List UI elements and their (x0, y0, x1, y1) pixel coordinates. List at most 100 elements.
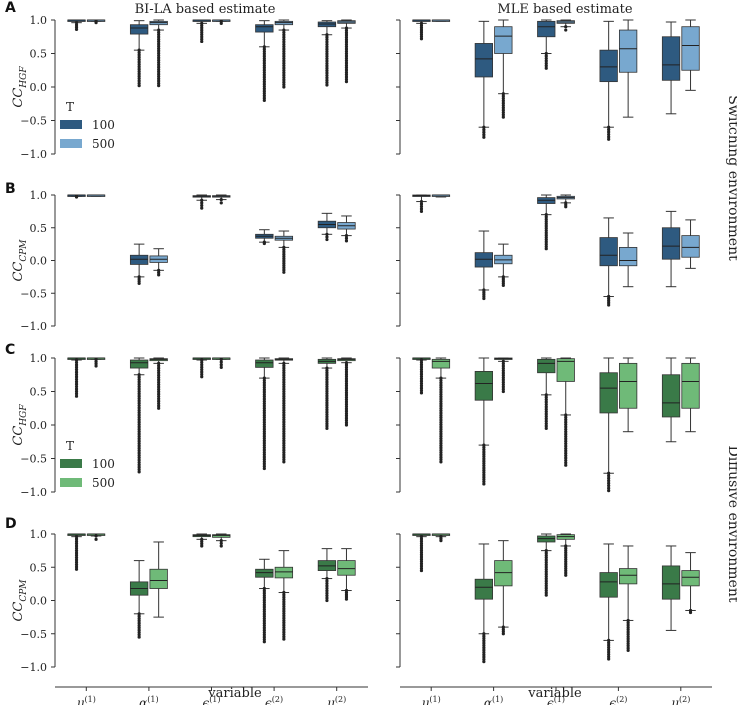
outlier-point (137, 630, 141, 635)
outlier-point (439, 404, 443, 408)
outlier-point (94, 537, 98, 541)
outlier-point (419, 391, 424, 395)
outlier-point (74, 553, 79, 557)
outlier-point (282, 83, 286, 87)
outlier-point (200, 198, 204, 202)
outlier-point (282, 394, 286, 398)
outlier-point (74, 544, 79, 548)
panel-letter-c: C (5, 342, 15, 358)
outlier-point (282, 432, 286, 436)
outlier-point (325, 380, 329, 384)
outlier-point (564, 458, 568, 463)
outlier-point (219, 363, 223, 367)
y-tick-label: −1.0 (20, 661, 47, 674)
box-ϵ(1)-500 (556, 533, 575, 577)
outlier-point (325, 405, 329, 410)
outlier-point (344, 234, 349, 238)
outlier-point (344, 66, 349, 70)
outlier-point (544, 233, 548, 237)
outlier-point (282, 59, 286, 63)
outlier-point (344, 398, 349, 402)
outlier-point (482, 641, 486, 645)
outlier-point (262, 383, 266, 387)
outlier-point (501, 373, 505, 377)
outlier-point (74, 551, 79, 555)
outlier-point (200, 37, 204, 41)
outlier-point (262, 406, 266, 410)
outlier-point (419, 388, 424, 393)
outlier-point (626, 625, 630, 629)
outlier-point (419, 209, 424, 213)
outlier-point (200, 39, 204, 44)
outlier-point (419, 559, 424, 564)
box-α(1)-500 (494, 540, 513, 636)
outlier-point (262, 616, 266, 621)
outlier-point (344, 361, 349, 365)
outlier-point (200, 206, 204, 210)
outlier-point (325, 54, 329, 58)
outlier-point (137, 456, 141, 460)
y-tick-label: 0.5 (30, 386, 48, 399)
outlier-point (419, 204, 424, 209)
legend-label-100: 100 (92, 457, 115, 471)
outlier-point (564, 569, 568, 573)
outlier-point (544, 574, 548, 579)
box-ϵ(1)-100 (192, 19, 211, 44)
box-μ(1)-100 (412, 533, 431, 573)
outlier-point (200, 539, 204, 544)
outlier-point (262, 464, 266, 468)
outlier-point (439, 409, 443, 413)
outlier-point (544, 66, 548, 70)
outlier-point (482, 450, 486, 454)
row-title-switching: Switching environment (725, 95, 737, 261)
outlier-point (282, 387, 286, 391)
outlier-point (544, 51, 548, 56)
outlier-point (439, 378, 443, 383)
outlier-point (282, 52, 286, 56)
outlier-point (544, 570, 548, 574)
outlier-point (74, 368, 79, 372)
outlier-point (419, 541, 424, 546)
outlier-point (262, 432, 266, 436)
outlier-point (219, 544, 223, 548)
outlier-point (344, 379, 349, 383)
outlier-point (282, 252, 286, 256)
outlier-point (137, 408, 141, 412)
outlier-point (439, 397, 443, 401)
box-α(1)-100 (474, 357, 493, 486)
y-tick-label: 0.5 (30, 48, 48, 61)
outlier-point (282, 392, 286, 396)
outlier-point (344, 70, 349, 74)
outlier-point (137, 389, 141, 393)
outlier-point (157, 53, 161, 58)
outlier-point (544, 56, 548, 61)
outlier-point (419, 566, 424, 570)
box-μ(1)-100 (412, 19, 431, 41)
y-tick-label: 0.5 (30, 561, 48, 574)
outlier-point (325, 417, 329, 421)
outlier-point (626, 646, 630, 650)
outlier-point (344, 409, 349, 413)
outlier-point (344, 56, 349, 60)
outlier-point (262, 87, 266, 91)
outlier-point (501, 389, 505, 394)
outlier-point (157, 397, 161, 401)
outlier-point (482, 466, 486, 470)
outlier-point (501, 627, 505, 631)
outlier-point (544, 228, 548, 233)
outlier-point (137, 463, 141, 467)
box-ϵ(1)-500 (212, 533, 231, 548)
box-μ(2)-500 (337, 357, 356, 427)
outlier-point (157, 56, 161, 60)
outlier-point (544, 419, 548, 423)
outlier-point (419, 372, 424, 376)
outlier-point (262, 397, 266, 401)
outlier-point (439, 399, 443, 403)
outlier-point (94, 21, 98, 25)
outlier-point (157, 368, 161, 373)
outlier-point (137, 628, 141, 632)
outlier-point (282, 408, 286, 412)
outlier-point (282, 371, 286, 375)
outlier-point (282, 415, 286, 419)
outlier-point (137, 380, 141, 384)
